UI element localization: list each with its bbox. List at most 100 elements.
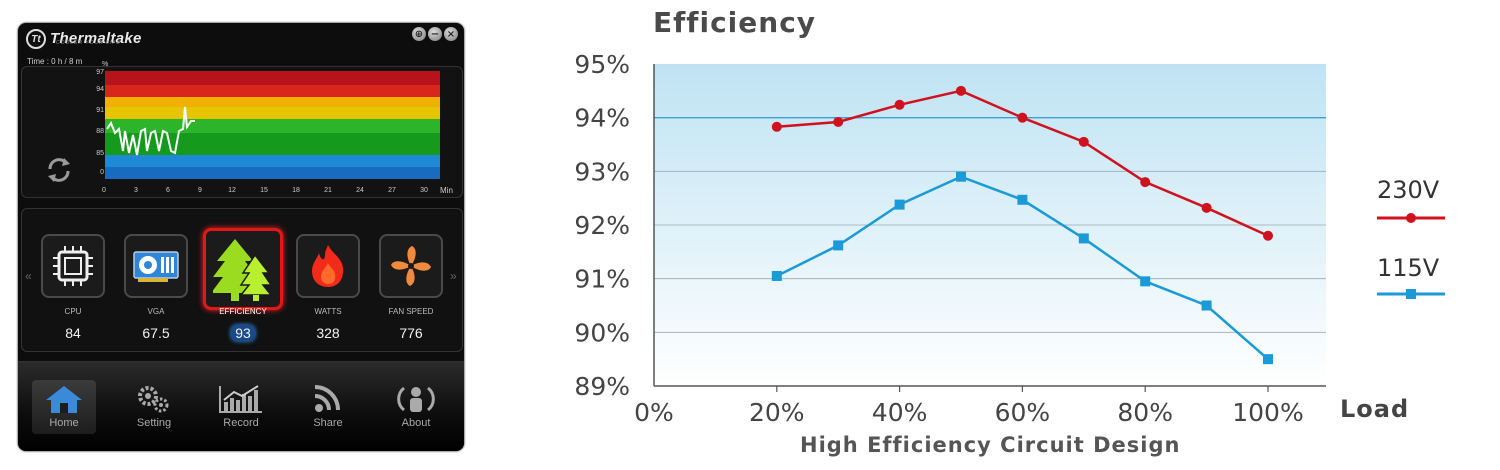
sensor-panel: « » CPU 84: [21, 208, 463, 352]
logo-tagline: COOLER YOUR LIFE: [56, 40, 121, 46]
rss-share-icon: [314, 385, 340, 412]
band-blue: [105, 167, 440, 179]
x-axis-label: Load: [1340, 395, 1410, 423]
fan-icon: [391, 246, 431, 286]
band-green-light: [105, 119, 440, 133]
sensor-label-fan-speed: FAN SPEED: [388, 307, 434, 316]
sensor-value-efficiency: 93: [203, 325, 283, 341]
chart-subtitle: High Efficiency Circuit Design: [800, 433, 1181, 457]
data-point: [1017, 112, 1028, 123]
y-tick-label: 94%: [574, 104, 630, 133]
data-point: [1140, 276, 1151, 287]
x-tick-labels: 0% 20% 40% 60% 80% 100%: [634, 386, 1304, 427]
graph-y-tick: 88: [96, 128, 104, 135]
efficiency-color-bands: [105, 71, 440, 179]
data-point: [1263, 354, 1273, 365]
band-orange: [105, 97, 440, 107]
graph-x-tick: 24: [356, 187, 364, 194]
nav-label: About: [401, 417, 431, 429]
scroll-left-arrow[interactable]: «: [25, 269, 32, 283]
close-button[interactable]: ×: [444, 27, 458, 41]
data-point: [771, 121, 782, 132]
data-point: [894, 199, 905, 210]
data-point: [833, 116, 844, 127]
data-point: [1017, 194, 1028, 205]
efficiency-trace-line: [106, 106, 195, 156]
chart-title: Efficiency: [653, 6, 817, 39]
x-tick-label: 80%: [1117, 398, 1173, 427]
graphics-card-icon: [133, 251, 179, 282]
settings-window-button[interactable]: ⊕: [412, 27, 426, 41]
legend-marker: [1406, 289, 1416, 299]
info-person-icon: [397, 386, 435, 412]
refresh-icon[interactable]: [44, 155, 74, 185]
nav-record[interactable]: Record: [209, 380, 273, 434]
y-tick-label: 95%: [574, 50, 630, 79]
trees-icon: [213, 239, 273, 301]
nav-label: Share: [313, 417, 343, 429]
sensor-card-watts[interactable]: [296, 234, 360, 298]
y-tick-labels: 95% 94% 93% 92% 91% 90% 89%: [574, 50, 630, 401]
x-tick-label: 100%: [1232, 398, 1303, 427]
logo-text: Thermaltake: [50, 30, 142, 47]
efficiency-value-badge: 93: [231, 325, 255, 341]
y-tick-label: 93%: [574, 157, 630, 186]
graph-y-tick: 91: [96, 107, 104, 114]
nav-share[interactable]: Share: [296, 380, 360, 434]
sensor-value-cpu: 84: [65, 325, 81, 341]
graph-y-tick: 97: [96, 69, 104, 76]
legend-label-230v: 230V: [1377, 176, 1440, 204]
nav-label: Record: [223, 417, 259, 429]
minimize-button[interactable]: −: [428, 27, 442, 41]
graph-x-tick: 6: [166, 187, 170, 194]
graph-x-tick: 3: [134, 187, 138, 194]
sensor-card-cpu[interactable]: [41, 234, 105, 298]
data-point: [1201, 202, 1212, 213]
sensor-label-efficiency: EFFICIENCY: [219, 307, 267, 316]
y-tick-label: 89%: [574, 372, 630, 401]
nav-label: Setting: [136, 417, 172, 429]
x-tick-label: 0%: [634, 398, 674, 427]
sensor-card-efficiency[interactable]: [203, 228, 283, 310]
band-yellow: [105, 107, 440, 119]
graph-y-tick: 0: [100, 169, 104, 176]
graph-x-tick: 9: [198, 187, 202, 194]
graph-y-tick: 85: [96, 150, 104, 157]
graph-x-tick: 0: [102, 187, 106, 194]
chart-icon: [219, 385, 262, 413]
legend-markers: [1377, 213, 1445, 299]
series-lines: [771, 85, 1273, 365]
data-point: [1263, 230, 1273, 241]
band-green: [105, 133, 440, 155]
nav-about[interactable]: About: [384, 380, 448, 434]
graph-x-tick: 30: [420, 187, 428, 194]
data-point: [833, 240, 844, 251]
nav-home[interactable]: Home: [32, 380, 96, 434]
sensor-label-watts: WATTS: [314, 307, 342, 316]
flame-icon: [312, 245, 344, 287]
graph-x-tick: 18: [292, 187, 300, 194]
home-icon: [46, 386, 82, 413]
data-point: [894, 99, 905, 110]
sensor-card-vga[interactable]: [124, 234, 188, 298]
logo-badge: Tt: [26, 29, 46, 49]
data-point: [1078, 136, 1089, 147]
graph-y-unit: %: [102, 61, 109, 68]
sensor-value-watts: 328: [316, 325, 340, 341]
gears-icon: [138, 386, 169, 413]
band-red: [105, 85, 440, 97]
x-tick-label: 60%: [995, 398, 1051, 427]
legend-marker: [1406, 213, 1416, 223]
thermaltake-app-window: Tt Thermaltake COOLER YOUR LIFE ⊕ − × Ti…: [18, 23, 464, 451]
graph-x-tick: 12: [228, 187, 236, 194]
graph-y-tick: 94: [96, 86, 104, 93]
sensor-value-fan-speed: 776: [399, 325, 423, 341]
sensor-card-fan-speed[interactable]: [379, 234, 443, 298]
data-point: [1078, 233, 1089, 244]
scroll-right-arrow[interactable]: »: [450, 269, 457, 283]
data-point: [956, 85, 966, 96]
bottom-navigation: Home Setting Record: [18, 361, 464, 451]
graph-x-tick: 15: [260, 187, 268, 194]
nav-setting[interactable]: Setting: [122, 380, 186, 434]
